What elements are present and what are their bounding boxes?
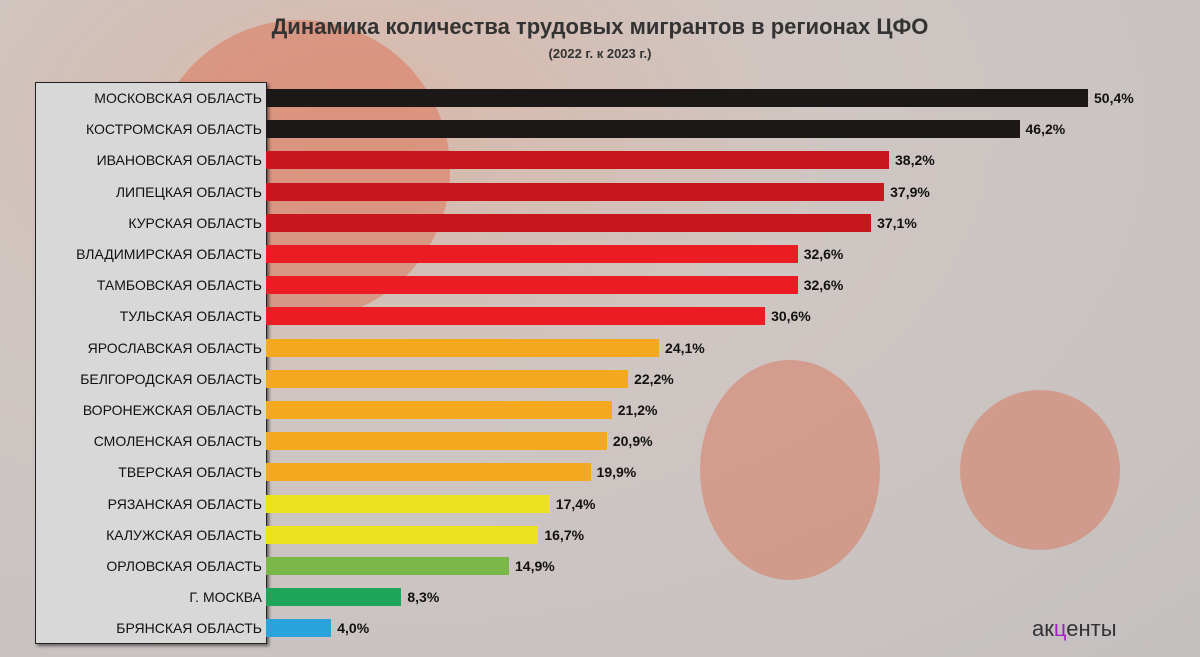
bar bbox=[266, 89, 1088, 107]
value-label: 37,1% bbox=[877, 214, 917, 231]
chart-title: Динамика количества трудовых мигрантов в… bbox=[271, 14, 929, 39]
value-label: 20,9% bbox=[612, 433, 653, 450]
logo: акценты bbox=[1032, 616, 1117, 641]
category-label: БЕЛГОРОДСКАЯ ОБЛАСТЬ bbox=[80, 370, 262, 387]
category-label: КОСТРОМСКАЯ ОБЛАСТЬ bbox=[86, 121, 262, 138]
value-label: 38,2% bbox=[895, 152, 935, 169]
category-label: Г. МОСКВА bbox=[189, 589, 262, 606]
category-label: ЯРОСЛАВСКАЯ ОБЛАСТЬ bbox=[87, 339, 262, 356]
value-label: 17,4% bbox=[555, 495, 596, 512]
category-label: БРЯНСКАЯ ОБЛАСТЬ bbox=[116, 620, 262, 637]
value-label: 21,2% bbox=[617, 402, 658, 418]
category-label: ЛИПЕЦКАЯ ОБЛАСТЬ bbox=[115, 183, 262, 200]
bar bbox=[266, 463, 591, 482]
category-label: СМОЛЕНСКАЯ ОБЛАСТЬ bbox=[93, 433, 262, 450]
category-label: ОРЛОВСКАЯ ОБЛАСТЬ bbox=[106, 558, 262, 574]
bar bbox=[266, 401, 612, 419]
category-label: ВЛАДИМИРСКАЯ ОБЛАСТЬ bbox=[76, 246, 262, 262]
category-label: ТУЛЬСКАЯ ОБЛАСТЬ bbox=[119, 308, 262, 325]
value-label: 32,6% bbox=[803, 277, 844, 294]
value-label: 24,1% bbox=[665, 339, 705, 356]
bar bbox=[266, 213, 872, 232]
bar bbox=[266, 120, 1020, 139]
bar bbox=[266, 369, 629, 388]
value-label: 37,9% bbox=[890, 183, 930, 200]
bar bbox=[266, 432, 607, 451]
value-label: 32,6% bbox=[803, 246, 844, 262]
bar bbox=[266, 525, 539, 544]
category-label: ВОРОНЕЖСКАЯ ОБЛАСТЬ bbox=[82, 402, 262, 418]
value-label: 8,3% bbox=[407, 589, 440, 606]
value-label: 50,4% bbox=[1094, 90, 1134, 106]
value-label: 22,2% bbox=[634, 370, 674, 387]
bar bbox=[266, 151, 890, 170]
category-label: МОСКОВСКАЯ ОБЛАСТЬ bbox=[94, 90, 262, 106]
bar bbox=[266, 182, 885, 201]
category-label: ИВАНОВСКАЯ ОБЛАСТЬ bbox=[96, 152, 262, 169]
bar bbox=[266, 245, 798, 263]
bar bbox=[266, 338, 660, 357]
value-label: 4,0% bbox=[337, 620, 370, 637]
value-label: 14,9% bbox=[515, 558, 555, 574]
bar bbox=[266, 307, 766, 326]
category-label-box bbox=[35, 82, 267, 644]
value-label: 16,7% bbox=[544, 526, 585, 543]
bar bbox=[266, 588, 402, 607]
bar bbox=[266, 276, 798, 295]
chart-subtitle: (2022 г. к 2023 г.) bbox=[548, 46, 652, 61]
bar bbox=[266, 557, 509, 575]
category-label: ТВЕРСКАЯ ОБЛАСТЬ bbox=[118, 464, 262, 481]
category-label: ТАМБОВСКАЯ ОБЛАСТЬ bbox=[96, 277, 262, 294]
category-label: КУРСКАЯ ОБЛАСТЬ bbox=[128, 214, 262, 231]
value-label: 19,9% bbox=[596, 464, 637, 481]
bar bbox=[266, 619, 332, 638]
category-label: КАЛУЖСКАЯ ОБЛАСТЬ bbox=[106, 526, 262, 543]
category-label: РЯЗАНСКАЯ ОБЛАСТЬ bbox=[107, 495, 262, 512]
bar bbox=[266, 494, 550, 513]
value-label: 30,6% bbox=[771, 308, 811, 325]
value-label: 46,2% bbox=[1025, 121, 1066, 138]
